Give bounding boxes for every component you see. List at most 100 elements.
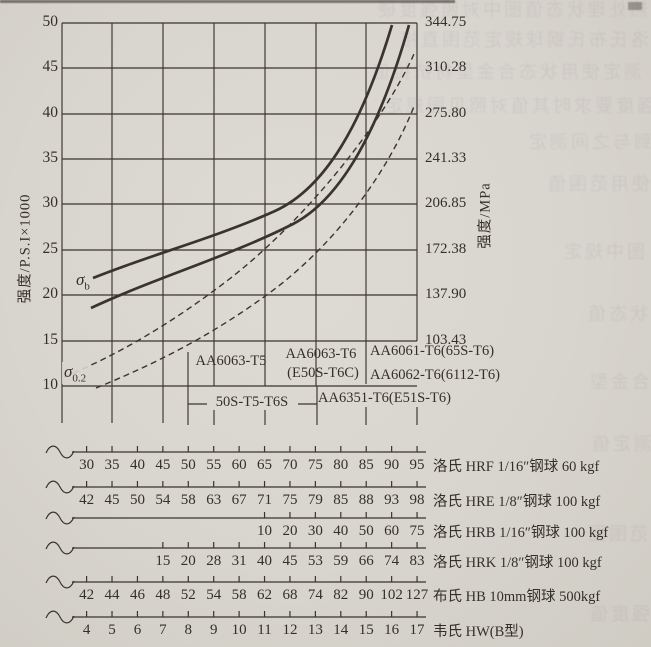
hb-scale-value: 90 xyxy=(358,587,374,603)
hre-scale-value: 93 xyxy=(384,492,400,508)
hre-scale-value: 88 xyxy=(358,492,374,508)
hb-scale-value: 62 xyxy=(257,587,273,603)
hre-scale-value: 50 xyxy=(129,492,145,508)
alloy-label-aa6063-t6: AA6063-T6 xyxy=(285,346,357,362)
scan-edge-artifact xyxy=(628,2,642,10)
hw-scale-value: 15 xyxy=(358,622,374,638)
hw-scale-value: 4 xyxy=(82,622,91,638)
hw-scale-value: 14 xyxy=(333,622,349,638)
hrb-scale-label: 洛氏 HRB 1/16″钢球 100 kgf xyxy=(433,525,609,541)
sigma-b-lower-curve xyxy=(90,24,411,310)
hre-scale-value: 45 xyxy=(104,492,120,508)
mpa-axis-label: 强度/MPa xyxy=(477,182,494,249)
hrf-scale-value: 60 xyxy=(231,457,247,473)
psi-axis-tick: 35 xyxy=(42,149,59,166)
hrk-scale-label: 洛氏 HRK 1/8″钢球 100 kgf xyxy=(433,555,602,571)
hb-scale-value: 48 xyxy=(155,587,171,603)
sigma-02-symbol: σ xyxy=(64,362,73,381)
hrk-scale-value: 15 xyxy=(155,553,171,569)
hrb-scale-line xyxy=(45,511,426,525)
sigma-b-curve-label: σb xyxy=(76,270,90,292)
mpa-axis-tick: 275.80 xyxy=(425,105,467,121)
mpa-axis-tick: 344.75 xyxy=(425,14,467,30)
hb-scale-value: 44 xyxy=(104,587,120,603)
hb-scale-value: 54 xyxy=(206,587,222,603)
hrk-scale-value: 83 xyxy=(409,553,425,569)
hrf-scale-value: 80 xyxy=(333,457,349,473)
hrf-scale-value: 40 xyxy=(129,457,145,473)
psi-axis-tick: 30 xyxy=(42,194,59,211)
hrb-scale-value: 40 xyxy=(333,523,349,539)
hrb-scale-value: 30 xyxy=(307,523,323,539)
hrk-scale-value: 66 xyxy=(358,553,374,569)
hw-scale-value: 17 xyxy=(409,622,425,638)
hre-scale-value: 71 xyxy=(257,492,273,508)
hw-scale-value: 12 xyxy=(282,622,298,638)
psi-axis-tick: 40 xyxy=(42,104,59,121)
hre-scale-value: 79 xyxy=(307,492,323,508)
sigma-b-upper-curve xyxy=(92,24,394,280)
hrf-scale-value: 65 xyxy=(257,457,273,473)
hrf-scale-value: 50 xyxy=(180,457,196,473)
hrk-scale-value: 53 xyxy=(307,553,323,569)
mpa-axis-tick: 310.28 xyxy=(425,59,467,75)
sigma-02-upper-curve xyxy=(63,53,415,378)
hrf-scale-value: 70 xyxy=(282,457,298,473)
hrf-scale-value: 95 xyxy=(409,457,425,473)
hrk-scale-value: 28 xyxy=(206,553,222,569)
psi-axis-tick: 50 xyxy=(42,13,59,30)
hre-scale-value: 54 xyxy=(155,492,171,508)
hw-scale-value: 16 xyxy=(384,622,400,638)
sigma-02-subscript: 0.2 xyxy=(72,372,87,385)
hw-scale-value: 13 xyxy=(307,622,323,638)
hw-scale-value: 11 xyxy=(257,622,272,638)
sigma-02-curve-label: σ0.2 xyxy=(62,362,89,385)
hrk-scale-value: 59 xyxy=(333,553,349,569)
psi-axis-tick: 20 xyxy=(42,285,59,302)
hre-scale-line xyxy=(45,480,426,494)
mpa-axis-tick: 172.38 xyxy=(425,241,467,257)
hrb-scale-value: 60 xyxy=(384,523,400,539)
hrk-scale-value: 40 xyxy=(257,553,273,569)
mpa-axis-tick: 137.90 xyxy=(425,286,467,302)
sigma-b-subscript: b xyxy=(84,280,90,293)
alloy-label-aa6061-t6: AA6061-T6(65S-T6) xyxy=(370,343,495,359)
hre-scale-value: 98 xyxy=(409,492,425,508)
hrf-scale-value: 75 xyxy=(307,457,323,473)
hre-scale-value: 67 xyxy=(231,492,247,508)
hre-scale-value: 75 xyxy=(282,492,298,508)
hrf-scale-value: 90 xyxy=(384,457,400,473)
hrk-scale-value: 31 xyxy=(231,553,247,569)
hb-scale-value: 127 xyxy=(405,587,429,603)
hb-scale-value: 52 xyxy=(180,587,196,603)
scan-edge-artifact xyxy=(0,0,455,3)
hrk-scale-value: 20 xyxy=(180,553,196,569)
hrk-scale-line xyxy=(45,541,426,555)
hre-scale-label: 洛氏 HRE 1/8″钢球 100 kgf xyxy=(433,494,601,510)
hrb-scale-value: 75 xyxy=(409,523,425,539)
hrk-scale-value: 45 xyxy=(282,553,298,569)
hre-scale-value: 63 xyxy=(206,492,222,508)
sigma-b-symbol: σ xyxy=(76,270,85,289)
hrf-scale-value: 30 xyxy=(79,457,95,473)
alloy-label-aa6062-t6: AA6062-T6(6112-T6) xyxy=(370,367,500,383)
hw-scale-value: 8 xyxy=(184,622,193,638)
hrb-scale-value: 10 xyxy=(257,523,273,539)
alloy-label-50s-range: 50S-T5-T6S xyxy=(215,394,289,410)
psi-axis-tick: 25 xyxy=(42,240,59,257)
mpa-axis-tick: 206.85 xyxy=(425,195,467,211)
mpa-axis-tick: 241.33 xyxy=(425,150,467,166)
hre-scale-value: 42 xyxy=(79,492,95,508)
alloy-label-aa6063-t6-alt: (E50S-T6C) xyxy=(287,365,359,381)
hrf-scale-value: 35 xyxy=(104,457,120,473)
alloy-label-aa6351-t6: AA6351-T6(E51S-T6) xyxy=(318,390,451,406)
hrf-scale-line xyxy=(45,445,426,459)
hb-scale-value: 46 xyxy=(129,587,145,603)
hw-scale-value: 7 xyxy=(159,622,167,638)
psi-axis-tick: 10 xyxy=(42,376,59,393)
hb-scale-label: 布氏 HB 10mm钢球 500kgf xyxy=(433,589,601,605)
hre-scale-value: 85 xyxy=(333,492,349,508)
hb-scale-value: 82 xyxy=(333,587,349,603)
